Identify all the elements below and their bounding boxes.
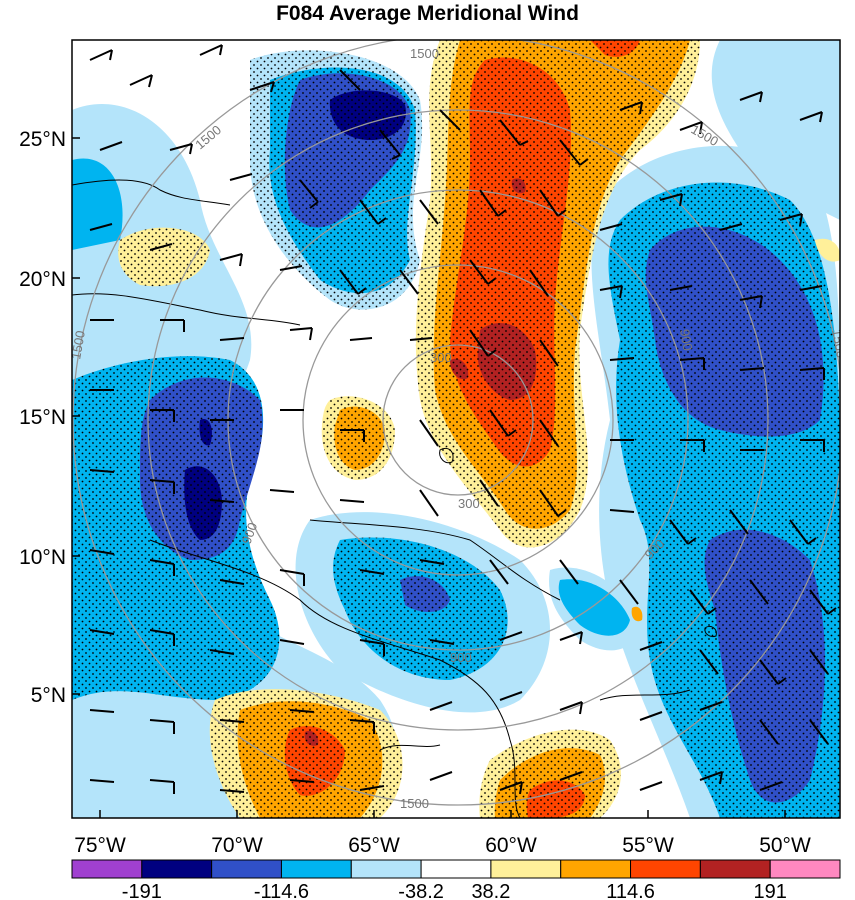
lat-label: 5°N	[31, 684, 66, 707]
lon-label: 55°W	[622, 834, 674, 857]
lon-label: 60°W	[485, 834, 537, 857]
lon-label: 65°W	[348, 834, 400, 857]
lat-label: 25°N	[19, 128, 66, 151]
colorbar-swatch	[71, 859, 143, 879]
colorbar-swatch	[769, 859, 841, 879]
lon-label: 50°W	[759, 834, 811, 857]
colorbar-tick-label: 114.6	[606, 881, 655, 900]
latitude-axis	[72, 137, 80, 695]
ring-label: 300	[430, 350, 452, 365]
ring-label: 900	[239, 521, 261, 547]
colorbar-swatch	[490, 859, 562, 879]
colorbar: -191 -114.6 -38.2 38.2 114.6 191	[71, 859, 841, 900]
ring-label: 900	[677, 328, 696, 352]
colorbar-swatch	[630, 859, 701, 879]
ring-label: 1500	[829, 328, 849, 359]
colorbar-tick-label: 38.2	[471, 881, 510, 900]
colorbar-swatch	[141, 859, 213, 879]
ring-label: 1500	[400, 796, 429, 811]
colorbar-swatch	[420, 859, 492, 879]
map-title: F084 Average Meridional Wind	[276, 2, 579, 25]
colorbar-swatch	[699, 859, 771, 879]
lon-label: 70°W	[211, 834, 263, 857]
longitude-axis	[99, 810, 786, 818]
colorbar-tick-label: 191	[753, 881, 786, 900]
wind-barbs	[89, 44, 837, 795]
colorbar-swatch	[350, 859, 422, 879]
colorbar-tick-label: -191	[122, 881, 162, 900]
plot-border	[71, 39, 841, 819]
lat-label: 20°N	[19, 268, 66, 291]
ring-label: 900	[450, 650, 472, 665]
wind-field: 300 300 900 900 900 900 1500 1500 1500 1…	[68, 40, 849, 818]
ring-label: 1500	[410, 46, 439, 61]
stipple-overlay	[72, 40, 840, 818]
lon-label: 75°W	[74, 834, 126, 857]
coastlines	[72, 179, 717, 818]
colorbar-swatch	[560, 859, 632, 879]
ring-label: 1500	[68, 329, 88, 360]
lat-label: 10°N	[19, 546, 66, 569]
colorbar-tick-label: -114.6	[254, 881, 309, 900]
ring-label: 300	[458, 496, 480, 511]
colorbar-swatch	[211, 859, 282, 879]
colorbar-swatch	[280, 859, 352, 879]
lat-label: 15°N	[19, 406, 66, 429]
colorbar-tick-label: -38.2	[398, 881, 444, 900]
